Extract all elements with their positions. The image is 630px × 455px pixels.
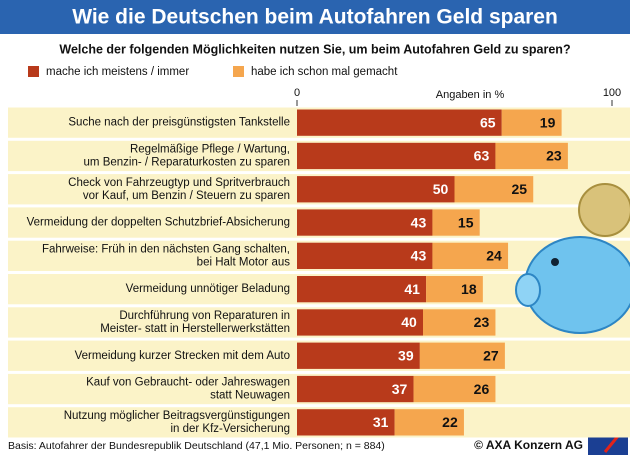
label-line: Meister- statt in Herstellerwerkstätten xyxy=(100,323,290,335)
bar xyxy=(394,409,464,436)
logo-box xyxy=(588,434,628,455)
legend-swatch xyxy=(28,66,39,77)
bar xyxy=(297,309,423,336)
legend-swatch xyxy=(233,66,244,77)
y-tick-label: Vermeidung kurzer Strecken mit dem Auto xyxy=(75,350,290,362)
y-tick-label: Nutzung möglicher Beitragsvergünstigunge… xyxy=(64,410,290,435)
bar xyxy=(495,142,568,170)
label-line: vor Kauf, um Benzin / Steuern zu sparen xyxy=(83,190,290,202)
value-label: 65 xyxy=(480,114,496,130)
y-tick-label: Vermeidung der doppelten Schutzbrief-Abs… xyxy=(27,217,290,229)
bar xyxy=(432,242,509,269)
bar xyxy=(501,109,562,136)
value-label: 63 xyxy=(474,148,490,164)
coin xyxy=(578,183,630,237)
label-line: Regelmäßige Pflege / Wartung, xyxy=(130,143,290,155)
value-label: 40 xyxy=(401,314,417,330)
x-tick-label: 100 xyxy=(603,87,621,99)
bar xyxy=(297,342,420,369)
label-line: Check von Fahrzeugtyp und Spritverbrauch xyxy=(68,177,290,189)
credit: © AXA Konzern AG xyxy=(474,438,583,452)
bar xyxy=(297,209,433,236)
value-label: 43 xyxy=(411,214,427,230)
label-line: Vermeidung der doppelten Schutzbrief-Abs… xyxy=(27,217,290,229)
legend-label: habe ich schon mal gemacht xyxy=(251,66,398,78)
value-label: 31 xyxy=(373,414,389,430)
label-line: Suche nach der preisgünstigsten Tankstel… xyxy=(68,117,290,129)
value-label: 41 xyxy=(404,281,420,297)
value-label: 37 xyxy=(392,381,408,397)
label-line: Fahrweise: Früh in den nächsten Gang sch… xyxy=(42,243,290,255)
piggy-bank xyxy=(515,183,630,334)
bar xyxy=(423,309,496,336)
pig-body xyxy=(524,236,630,334)
y-tick-label: Fahrweise: Früh in den nächsten Gang sch… xyxy=(42,243,290,268)
value-label: 15 xyxy=(458,214,474,230)
label-line: um Benzin- / Reparaturkosten zu sparen xyxy=(84,156,290,168)
value-label: 18 xyxy=(461,281,477,297)
y-tick-label: Suche nach der preisgünstigsten Tankstel… xyxy=(68,117,290,129)
bar xyxy=(413,375,496,403)
value-label: 19 xyxy=(540,114,556,130)
pig-eye xyxy=(551,258,559,266)
label-line: Nutzung möglicher Beitragsvergünstigunge… xyxy=(64,410,290,422)
bar xyxy=(297,409,395,436)
bar xyxy=(297,109,502,136)
bar xyxy=(297,142,496,170)
y-tick-label: Vermeidung unnötiger Beladung xyxy=(126,283,290,295)
x-tick-label: 0 xyxy=(294,87,300,99)
pig-snout xyxy=(515,273,541,307)
value-label: 22 xyxy=(442,414,458,430)
value-label: 27 xyxy=(483,347,499,363)
value-label: 43 xyxy=(411,248,427,264)
label-line: Vermeidung kurzer Strecken mit dem Auto xyxy=(75,350,290,362)
label-line: in der Kfz-Versicherung xyxy=(170,423,290,435)
value-label: 23 xyxy=(546,148,562,164)
bar xyxy=(297,375,414,403)
value-label: 50 xyxy=(433,181,449,197)
label-line: bei Halt Motor aus xyxy=(197,256,291,268)
bar xyxy=(426,276,483,303)
value-label: 39 xyxy=(398,347,414,363)
y-tick-label: Regelmäßige Pflege / Wartung, um Benzin- … xyxy=(84,143,290,168)
logo-slash xyxy=(603,435,620,453)
bar xyxy=(432,209,480,236)
y-tick-label: Durchführung von Reparaturen in Meister- … xyxy=(100,310,290,335)
y-tick-label: Check von Fahrzeugtyp und Spritverbrauch… xyxy=(68,177,290,202)
chart-title: Wie die Deutschen beim Autofahren Geld s… xyxy=(72,6,558,29)
value-label: 25 xyxy=(511,181,527,197)
bar xyxy=(454,176,534,203)
title-bar xyxy=(0,0,630,34)
legend-label: mache ich meistens / immer xyxy=(46,66,189,78)
logo xyxy=(588,434,628,455)
label-line: Vermeidung unnötiger Beladung xyxy=(126,283,290,295)
bar xyxy=(419,342,505,369)
label-line: Kauf von Gebraucht- oder Jahreswagen xyxy=(86,377,290,389)
y-tick-label: Kauf von Gebraucht- oder Jahreswagen stat… xyxy=(86,377,290,402)
value-label: 23 xyxy=(474,314,490,330)
axis-label: Angaben in % xyxy=(436,89,505,101)
subtitle: Welche der folgenden Möglichkeiten nutze… xyxy=(59,42,570,56)
bar xyxy=(297,242,433,269)
label-line: statt Neuwagen xyxy=(210,390,290,402)
bar xyxy=(297,276,427,303)
source: Basis: Autofahrer der Bundesrepublik Deu… xyxy=(8,440,385,452)
value-label: 24 xyxy=(486,248,502,264)
label-line: Durchführung von Reparaturen in xyxy=(119,310,290,322)
value-label: 26 xyxy=(474,381,490,397)
bar xyxy=(297,176,455,203)
